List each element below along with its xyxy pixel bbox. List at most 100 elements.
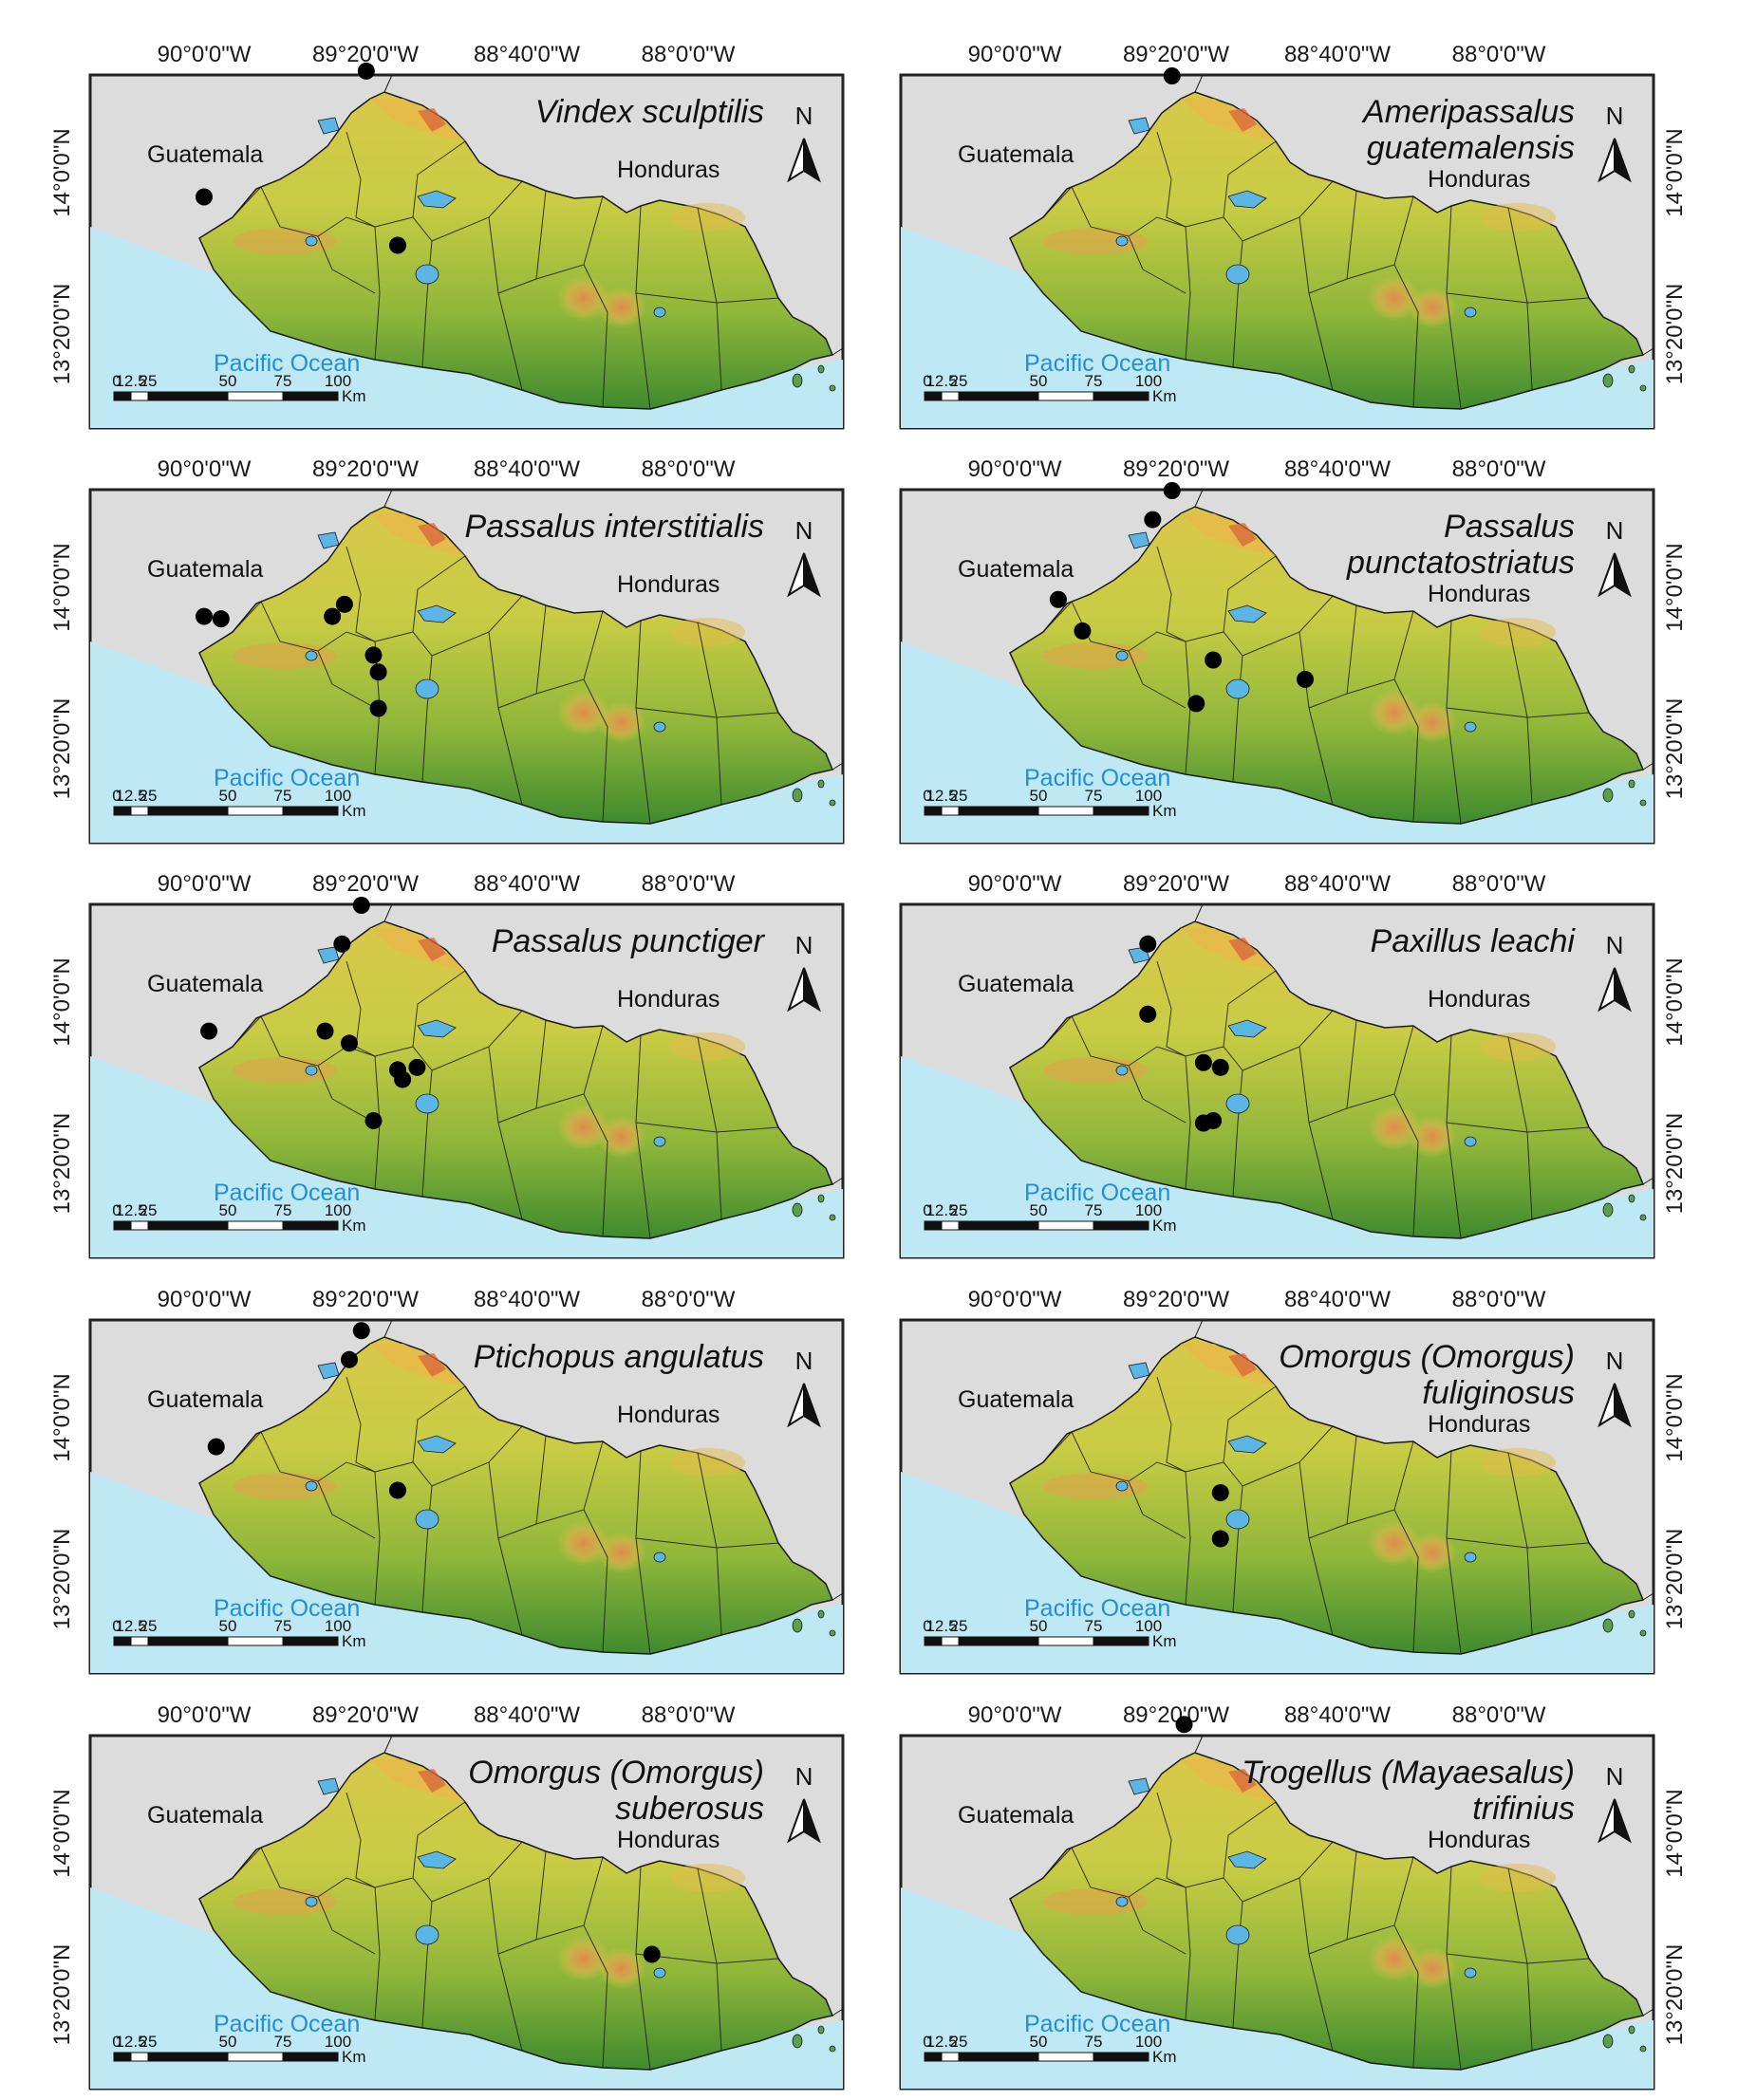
longitude-label: 89°20'0"W [1123, 1287, 1229, 1312]
scale-label: 75 [274, 372, 292, 390]
country-label-guatemala: Guatemala [958, 971, 1074, 997]
ocean-label: Pacific Ocean [1024, 2011, 1170, 2037]
record-point [1175, 1716, 1193, 1734]
scale-label: 12.5 [925, 2033, 957, 2051]
longitude-label: 88°40'0"W [1284, 871, 1391, 897]
longitude-label: 90°0'0"W [968, 456, 1062, 482]
scale-label: 25 [140, 1201, 158, 1219]
country-label-honduras: Honduras [617, 1827, 719, 1853]
north-arrow-icon: N [1598, 516, 1631, 596]
scale-label: 12.5 [925, 1201, 957, 1219]
species-name: punctatostriatus [1346, 545, 1575, 581]
longitude-label: 90°0'0"W [968, 871, 1062, 897]
species-name: Passalus interstitialis [464, 509, 764, 545]
longitude-label: 90°0'0"W [968, 42, 1062, 67]
scale-label: 0 [923, 787, 931, 805]
country-label-honduras: Honduras [617, 986, 719, 1013]
country-label-honduras: Honduras [1428, 581, 1530, 607]
longitude-label: 88°40'0"W [1284, 1702, 1391, 1728]
record-point [1139, 1005, 1157, 1023]
scale-label: 50 [1030, 2033, 1048, 2051]
scale-label: 12.5 [115, 372, 146, 390]
scale-label: 12.5 [925, 1617, 957, 1635]
longitude-label: 88°0'0"W [1452, 871, 1546, 897]
scale-label: 50 [219, 2033, 237, 2051]
species-name: Vindex sculptilis [535, 94, 764, 130]
longitude-label: 88°40'0"W [474, 456, 580, 482]
scale-unit: Km [342, 2048, 366, 2066]
north-label: N [1606, 931, 1624, 959]
country-label-guatemala: Guatemala [958, 1386, 1074, 1413]
country-label-honduras: Honduras [1428, 1827, 1530, 1853]
ocean-label: Pacific Ocean [1024, 1595, 1170, 1622]
north-arrow-icon: N [788, 516, 820, 596]
species-name: Passalus [1444, 509, 1575, 545]
scale-label: 25 [950, 2033, 968, 2051]
record-point [1194, 1053, 1212, 1071]
scale-label: 50 [1030, 1201, 1048, 1219]
record-point [1297, 670, 1314, 688]
scale-label: 100 [325, 1617, 351, 1635]
country-label-guatemala: Guatemala [958, 141, 1074, 168]
latitude-label: 14°0'0"N [49, 957, 75, 1046]
scale-label: 100 [1135, 2033, 1162, 2051]
record-point [1211, 1484, 1229, 1502]
scale-label: 75 [1085, 372, 1103, 390]
record-point [316, 1022, 334, 1040]
record-point [207, 1438, 225, 1456]
scale-label: 50 [219, 1201, 237, 1219]
north-arrow-icon: N [788, 102, 820, 181]
map-panel: 90°0'0"W 89°20'0"W 88°40'0"W 88°0'0"W14°0'0… [899, 456, 1688, 845]
record-point [369, 663, 387, 681]
scale-label: 0 [112, 1617, 121, 1635]
scale-unit: Km [1152, 2048, 1177, 2066]
record-point [200, 1022, 218, 1040]
record-point [1205, 651, 1223, 669]
latitude-label: 13°20'0"N [49, 698, 75, 800]
longitude-label: 89°20'0"W [1123, 456, 1229, 482]
latitude-label: 13°20'0"N [1662, 1944, 1688, 2046]
north-label: N [795, 1762, 813, 1791]
record-point [333, 935, 351, 953]
scale-label: 12.5 [115, 1201, 146, 1219]
latitude-label: 14°0'0"N [1662, 1373, 1688, 1461]
scale-label: 0 [923, 372, 931, 390]
record-point [1187, 695, 1205, 713]
map-panel: 90°0'0"W 89°20'0"W 88°40'0"W 88°0'0"W14°0'0… [899, 42, 1688, 430]
longitude-label: 88°40'0"W [1284, 42, 1391, 67]
ocean-label: Pacific Ocean [1024, 765, 1170, 791]
scale-unit: Km [1152, 1217, 1177, 1235]
map-panel: 90°0'0"W 89°20'0"W 88°40'0"W 88°0'0"W14°0'0… [49, 871, 845, 1259]
species-name: fuliginosus [1422, 1375, 1575, 1411]
record-point [389, 236, 406, 254]
country-label-guatemala: Guatemala [147, 141, 263, 168]
scale-label: 100 [1135, 1201, 1162, 1219]
scale-label: 0 [112, 787, 121, 805]
species-name: Ptichopus angulatus [474, 1339, 764, 1375]
scale-unit: Km [1152, 1632, 1177, 1650]
longitude-label: 89°20'0"W [312, 1702, 419, 1728]
scale-unit: Km [342, 1217, 366, 1235]
longitude-label: 88°0'0"W [1452, 1287, 1546, 1312]
scale-label: 0 [112, 372, 121, 390]
latitude-label: 13°20'0"N [1662, 698, 1688, 800]
scale-label: 25 [140, 787, 158, 805]
scale-label: 25 [950, 372, 968, 390]
scale-label: 25 [950, 1617, 968, 1635]
north-label: N [795, 102, 813, 130]
longitude-label: 88°0'0"W [1452, 42, 1546, 67]
country-label-guatemala: Guatemala [147, 1802, 263, 1829]
latitude-label: 14°0'0"N [49, 543, 75, 631]
map-panel: 90°0'0"W 89°20'0"W 88°40'0"W 88°0'0"W14°0'0… [49, 1287, 845, 1675]
longitude-label: 90°0'0"W [158, 42, 252, 67]
longitude-label: 88°40'0"W [1284, 456, 1391, 482]
scale-unit: Km [342, 387, 366, 405]
scale-label: 12.5 [925, 372, 957, 390]
country-label-guatemala: Guatemala [147, 556, 263, 583]
scale-label: 75 [274, 1617, 292, 1635]
map-panel: 90°0'0"W 89°20'0"W 88°40'0"W 88°0'0"W14°0'0… [899, 1702, 1688, 2091]
